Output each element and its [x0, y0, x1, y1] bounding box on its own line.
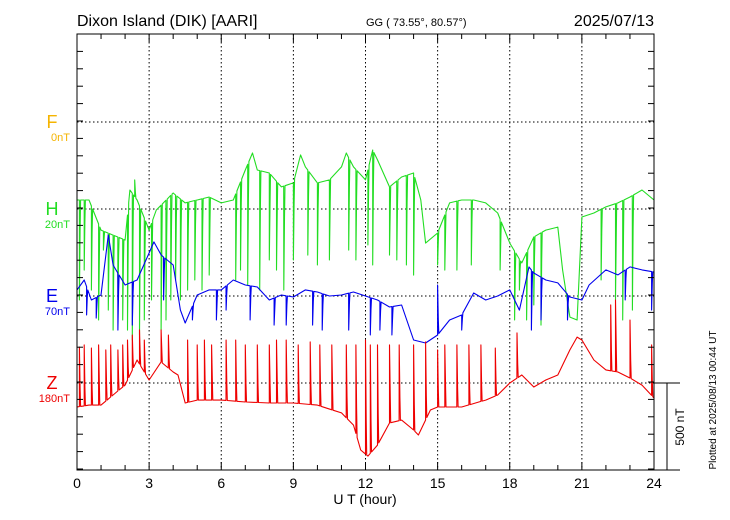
series-label-f: F [47, 112, 58, 132]
traces [76, 149, 655, 457]
x-tick-label: 9 [289, 475, 297, 491]
x-tick-label: 0 [73, 475, 81, 491]
axis-ticks [76, 34, 655, 470]
geo-coords: GG ( 73.55°, 80.57°) [366, 17, 467, 29]
trace-z [76, 299, 655, 457]
series-offset-h: 20nT [45, 219, 70, 231]
series-offset-e: 70nT [45, 306, 70, 318]
x-tick-labels: 0 3 6 9 12 15 18 21 24 [73, 475, 662, 491]
series-offset-f: 0nT [51, 132, 70, 144]
trace-h [77, 149, 655, 341]
x-tick-label: 15 [430, 475, 446, 491]
x-tick-label: 12 [358, 475, 374, 491]
series-offset-z: 180nT [39, 393, 70, 405]
series-label-z: Z [47, 373, 58, 393]
x-tick-label: 24 [646, 475, 662, 491]
series-label-h: H [46, 199, 59, 219]
x-axis-title: U T (hour) [333, 491, 396, 507]
plotted-timestamp: Plotted at 2025/08/13 00:44 UT [708, 331, 719, 470]
x-tick-label: 18 [502, 475, 518, 491]
trace-e [76, 234, 655, 344]
date-label: 2025/07/13 [574, 13, 654, 30]
scale-bar-label: 500 nT [673, 408, 687, 446]
x-tick-label: 6 [217, 475, 225, 491]
series-label-e: E [46, 286, 58, 306]
station-title: Dixon Island (DIK) [AARI] [77, 13, 258, 30]
x-tick-label: 3 [145, 475, 153, 491]
grid [77, 34, 654, 470]
x-tick-label: 21 [574, 475, 590, 491]
